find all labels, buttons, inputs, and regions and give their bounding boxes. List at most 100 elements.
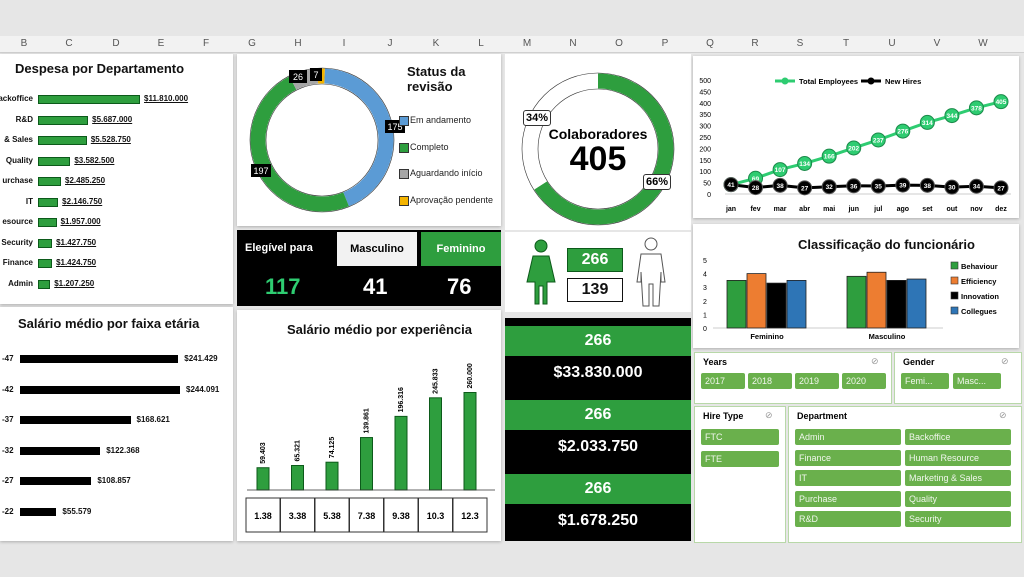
- line-point-label: 378: [971, 105, 982, 112]
- experience-category-label: 1.38: [254, 511, 272, 521]
- status-slice: [324, 68, 394, 207]
- dept-bar: [38, 197, 59, 207]
- column-header[interactable]: J: [387, 38, 393, 49]
- age-label: -27: [2, 476, 14, 485]
- line-legend-label: Total Employees: [799, 77, 858, 86]
- female-person-icon: [526, 239, 556, 305]
- line-point: [993, 180, 1009, 196]
- column-header[interactable]: K: [432, 38, 440, 49]
- age-label: -32: [2, 445, 14, 455]
- slicer-item[interactable]: Purchase: [795, 490, 901, 507]
- experience-data-label: 59.403: [260, 442, 267, 464]
- column-header[interactable]: O: [615, 38, 623, 49]
- column-header[interactable]: N: [569, 38, 577, 49]
- line-x-tick: nov: [970, 206, 983, 213]
- line-point-label: 314: [922, 120, 933, 127]
- column-header[interactable]: U: [888, 38, 896, 49]
- experience-data-label: 245.833: [433, 368, 440, 393]
- dept-bar: [38, 238, 53, 248]
- column-header[interactable]: C: [65, 38, 73, 49]
- slicer-item[interactable]: Quality: [905, 490, 1011, 507]
- class-y-tick: 1: [703, 312, 707, 319]
- eligible-label: Elegível para: [245, 242, 313, 254]
- column-header[interactable]: L: [478, 38, 484, 49]
- dept-label: esource: [2, 217, 33, 226]
- column-header[interactable]: I: [342, 38, 346, 49]
- gender-icons-panel: 266 139: [505, 232, 691, 312]
- line-x-tick: jan: [725, 206, 736, 213]
- slicer-item[interactable]: 2018: [748, 373, 792, 389]
- line-y-tick: 150: [699, 158, 711, 165]
- column-header[interactable]: Q: [706, 38, 714, 49]
- class-bar: [766, 282, 787, 329]
- classification-chart: 5 4 3 2 1 0 Feminino Masculino Behaviour Efficien…: [703, 258, 999, 341]
- slicer-item[interactable]: Femi...: [901, 373, 949, 389]
- slicer-item[interactable]: Marketing & Sales: [905, 470, 1011, 486]
- line-y-tick: 500: [699, 78, 711, 85]
- slicer-item[interactable]: IT: [795, 470, 901, 486]
- age-bar: [20, 385, 180, 394]
- dept-label: ackoffice: [0, 94, 33, 103]
- column-header[interactable]: G: [248, 38, 256, 49]
- column-header[interactable]: T: [842, 38, 850, 49]
- line-point: [968, 100, 984, 116]
- years-slicer: Years ⊘ 2017 2018 2019 2020: [694, 352, 892, 404]
- column-header[interactable]: M: [522, 38, 532, 49]
- line-point: [895, 177, 911, 193]
- status-legend-label: Completo: [410, 141, 449, 152]
- class-legend-label: Efficiency: [961, 277, 997, 286]
- column-headers: B C D E F G H I J K L M N O P Q R S T U V W: [0, 36, 1024, 53]
- slicer-item[interactable]: Human Resource: [905, 449, 1011, 466]
- slicer-item[interactable]: FTC: [701, 429, 779, 445]
- slicer-item[interactable]: 2020: [842, 373, 886, 389]
- line-y-tick: 400: [699, 101, 711, 108]
- dept-bar: [38, 136, 87, 145]
- filter-clear-icon[interactable]: ⊘: [871, 356, 879, 366]
- slicer-item[interactable]: Backoffice: [905, 429, 1011, 445]
- filter-clear-icon[interactable]: ⊘: [1001, 356, 1009, 366]
- column-header[interactable]: R: [751, 38, 759, 49]
- status-legend-swatch: [399, 116, 409, 126]
- review-status-donut: 175 197 26 7: [249, 67, 405, 213]
- line-x-tick: fev: [750, 206, 760, 213]
- colab-total: 405: [569, 140, 627, 178]
- status-legend-swatch: [399, 195, 409, 206]
- slicer-item[interactable]: 2019: [795, 373, 839, 389]
- column-header[interactable]: D: [112, 38, 120, 49]
- column-header[interactable]: F: [202, 38, 210, 49]
- slicer-item[interactable]: FTE: [701, 451, 779, 467]
- line-y-tick: 0: [707, 192, 711, 199]
- colab-pct-left: 34%: [523, 110, 552, 126]
- experience-bar: [256, 467, 270, 491]
- dept-value: $5.528.750: [90, 135, 131, 144]
- age-salary-title: Salário médio por faixa etária: [18, 316, 200, 331]
- column-header[interactable]: W: [978, 38, 988, 49]
- slicer-item[interactable]: Finance: [795, 449, 901, 466]
- column-header[interactable]: H: [294, 38, 302, 49]
- filter-clear-icon[interactable]: ⊘: [999, 410, 1007, 420]
- line-y-tick: 200: [699, 146, 711, 153]
- line-point: [846, 178, 862, 194]
- line-point-label: 30: [948, 185, 956, 192]
- dept-label: Admin: [8, 278, 33, 288]
- column-header[interactable]: S: [796, 38, 804, 49]
- column-header[interactable]: P: [661, 38, 669, 49]
- filter-clear-icon[interactable]: ⊘: [765, 410, 773, 420]
- column-header[interactable]: V: [933, 38, 941, 49]
- slicer-item[interactable]: Masc...: [953, 373, 1001, 389]
- experience-data-label: 139.861: [364, 408, 371, 433]
- slicer-item[interactable]: Security: [905, 511, 1011, 527]
- hiretype-slicer: Hire Type ⊘ FTC FTE: [694, 406, 786, 543]
- slicer-item[interactable]: Admin: [795, 429, 901, 445]
- line-point: [772, 177, 788, 193]
- totals-panel: 266 $33.830.000 266 $2.033.750 266 $1.678.250: [505, 318, 691, 541]
- column-header[interactable]: B: [20, 38, 28, 49]
- line-point: [870, 178, 886, 194]
- slicer-item[interactable]: 2017: [701, 373, 745, 389]
- experience-category-label: 9.38: [392, 511, 410, 521]
- column-header[interactable]: E: [157, 38, 165, 49]
- slicer-item[interactable]: R&D: [795, 511, 901, 527]
- age-label: -42: [2, 384, 14, 394]
- dept-value: $1.207.250: [54, 278, 95, 288]
